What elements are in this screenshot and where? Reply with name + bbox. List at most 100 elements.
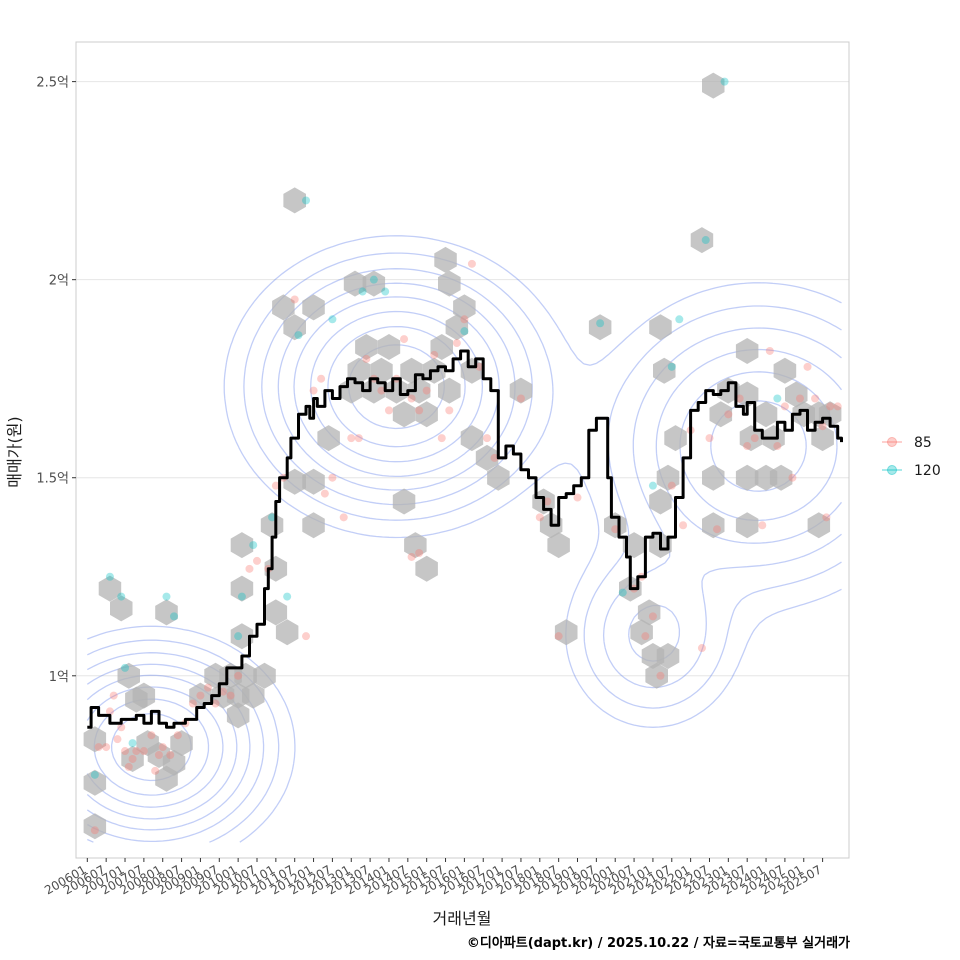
trend-line-group — [87, 349, 843, 729]
hex-bin — [773, 357, 797, 384]
hex-bin — [637, 599, 661, 626]
point-85 — [475, 362, 484, 371]
point-85 — [219, 687, 228, 696]
point-85 — [158, 743, 167, 752]
point-85 — [713, 525, 722, 534]
point-85 — [166, 751, 175, 760]
point-85 — [788, 473, 797, 482]
point-85 — [667, 481, 676, 490]
hex-bin — [430, 334, 453, 360]
point-85 — [128, 754, 137, 763]
hex-bin — [702, 464, 725, 491]
y-tick-label: 1억 — [49, 670, 69, 685]
hex-bin — [807, 512, 831, 539]
point-85 — [483, 434, 492, 443]
hex-bin — [242, 682, 265, 709]
hex-bin — [132, 682, 156, 709]
x-axis-title: 거래년월 — [433, 909, 492, 928]
panel-border — [75, 41, 850, 859]
hex-bin — [283, 314, 306, 341]
caption: ©디아파트(dapt.kr) / 2025.10.22 / 자료=국토교통부 실… — [467, 935, 850, 951]
point-85 — [818, 422, 827, 431]
point-85 — [154, 751, 163, 760]
y-axis: 1억 1.5억 2억 2.5억 — [36, 76, 76, 685]
point-85 — [415, 548, 424, 557]
hex-bin — [604, 512, 627, 539]
point-85 — [430, 350, 439, 359]
point-85 — [109, 691, 118, 700]
hex-bin — [392, 401, 416, 428]
point-120 — [117, 592, 126, 601]
point-85 — [302, 632, 311, 641]
hex-bin — [622, 532, 646, 559]
point-120 — [268, 513, 277, 522]
hex-bin — [83, 813, 107, 840]
hex-bin — [362, 270, 386, 297]
point-85 — [132, 747, 141, 756]
point-85 — [384, 406, 393, 415]
hex-bin — [460, 357, 484, 384]
hex-bin — [272, 294, 295, 321]
point-85 — [543, 497, 552, 506]
point-85 — [317, 374, 326, 383]
hex-bin — [434, 246, 457, 273]
legend-key-85 — [887, 437, 897, 447]
hex-bin — [487, 464, 510, 491]
hex-bin — [98, 575, 122, 602]
hex-bin — [162, 749, 186, 776]
legend: 85 120 — [882, 435, 941, 479]
point-85 — [173, 731, 182, 740]
point-85 — [290, 295, 299, 304]
point-120 — [90, 770, 99, 779]
hex-bin — [385, 377, 408, 404]
point-85 — [400, 335, 409, 344]
hex-bin — [735, 512, 759, 539]
point-85 — [339, 513, 348, 522]
point-85 — [226, 691, 235, 700]
point-120 — [105, 572, 114, 581]
point-85 — [407, 394, 416, 403]
point-120 — [618, 588, 627, 597]
point-85 — [320, 489, 329, 498]
point-120 — [121, 663, 130, 672]
hex-bin — [83, 769, 107, 796]
hex-bin — [460, 425, 484, 452]
hex-bin — [275, 619, 299, 646]
point-85 — [445, 406, 454, 415]
point-85 — [437, 434, 446, 443]
hex-bin — [690, 227, 714, 254]
point-85 — [460, 315, 469, 324]
hex-bin — [170, 730, 193, 757]
point-85 — [102, 743, 111, 752]
point-85 — [377, 386, 386, 395]
y-tick-label: 2억 — [49, 274, 69, 289]
point-85 — [422, 386, 431, 395]
hex-bin — [709, 401, 733, 428]
hex-bin — [445, 314, 469, 341]
point-85 — [467, 259, 476, 268]
hex-bin — [230, 623, 254, 650]
point-85 — [641, 632, 650, 641]
point-120 — [369, 275, 378, 284]
point-85 — [328, 473, 337, 482]
point-85 — [724, 410, 733, 419]
hex-bin — [649, 314, 672, 341]
point-85 — [188, 699, 197, 708]
hex-bin — [400, 357, 423, 384]
point-85 — [811, 394, 820, 403]
point-85 — [252, 556, 261, 565]
hex-bin — [343, 270, 367, 297]
hex-bins — [83, 72, 842, 840]
hex-bin — [404, 532, 427, 559]
point-85 — [196, 691, 205, 700]
point-120 — [237, 592, 246, 601]
density-contour — [87, 235, 842, 843]
point-85 — [822, 513, 831, 522]
hex-bin — [302, 512, 325, 539]
hex-bin — [392, 488, 416, 515]
point-120 — [596, 319, 605, 328]
hex-bin — [588, 314, 612, 341]
hex-bin — [438, 270, 461, 297]
hex-bin — [811, 425, 834, 452]
